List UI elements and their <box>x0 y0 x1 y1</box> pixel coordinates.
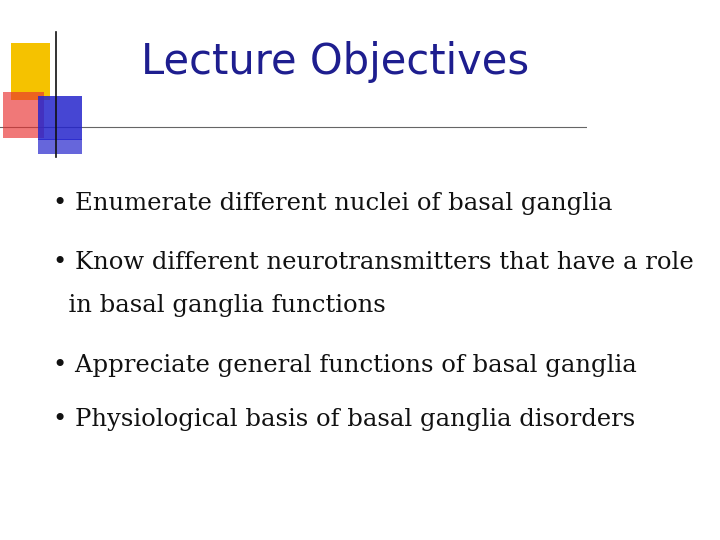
Text: • Enumerate different nuclei of basal ganglia: • Enumerate different nuclei of basal ga… <box>53 192 612 215</box>
Bar <box>38 96 82 140</box>
Text: • Appreciate general functions of basal ganglia: • Appreciate general functions of basal … <box>53 354 636 377</box>
Text: • Physiological basis of basal ganglia disorders: • Physiological basis of basal ganglia d… <box>53 408 635 431</box>
Text: • Know different neurotransmitters that have a role: • Know different neurotransmitters that … <box>53 251 693 274</box>
Bar <box>38 139 82 154</box>
Bar <box>11 43 50 100</box>
Text: Lecture Objectives: Lecture Objectives <box>140 41 528 83</box>
Bar <box>3 92 44 138</box>
Text: in basal ganglia functions: in basal ganglia functions <box>53 294 386 318</box>
